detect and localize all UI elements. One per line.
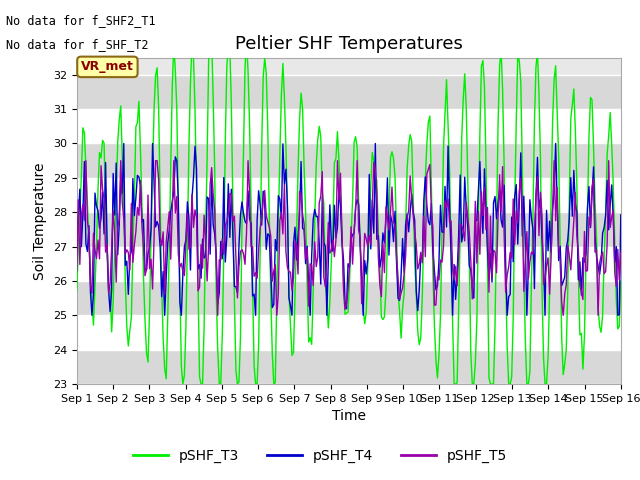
Bar [77, 281, 621, 315]
Line: pSHF_T3: pSHF_T3 [77, 40, 621, 384]
pSHF_T4 [617, 212, 625, 218]
pSHF_T3 [206, 37, 214, 43]
pSHF_T4 [238, 199, 246, 205]
pSHF_T5 [617, 250, 625, 255]
pSHF_T3 [140, 274, 147, 279]
Text: No data for f_SHF_T2: No data for f_SHF_T2 [6, 38, 149, 51]
pSHF_T3 [256, 248, 264, 253]
pSHF_T3 [617, 278, 625, 284]
pSHF_T5 [82, 158, 90, 164]
Text: No data for f_SHF2_T1: No data for f_SHF2_T1 [6, 14, 156, 27]
Y-axis label: Soil Temperature: Soil Temperature [33, 162, 47, 279]
pSHF_T3 [266, 211, 273, 216]
pSHF_T4 [256, 202, 264, 208]
pSHF_T4 [120, 141, 127, 146]
pSHF_T4 [589, 164, 597, 170]
pSHF_T3 [314, 137, 321, 143]
Bar [77, 75, 621, 109]
Line: pSHF_T4: pSHF_T4 [77, 144, 621, 315]
X-axis label: Time: Time [332, 409, 366, 423]
Bar [77, 144, 621, 178]
pSHF_T3 [179, 381, 187, 387]
pSHF_T4 [266, 232, 273, 238]
pSHF_T5 [589, 177, 597, 182]
pSHF_T5 [266, 224, 273, 230]
pSHF_T5 [238, 247, 246, 252]
Text: VR_met: VR_met [81, 60, 134, 73]
Bar [77, 109, 621, 144]
Bar [77, 212, 621, 247]
pSHF_T4 [143, 267, 150, 273]
Title: Peltier SHF Temperatures: Peltier SHF Temperatures [235, 35, 463, 53]
pSHF_T5 [256, 226, 264, 231]
pSHF_T5 [73, 268, 81, 274]
pSHF_T5 [141, 273, 149, 278]
pSHF_T4 [314, 214, 321, 219]
pSHF_T4 [73, 225, 81, 230]
pSHF_T5 [214, 312, 221, 318]
Line: pSHF_T5: pSHF_T5 [77, 161, 621, 315]
pSHF_T3 [589, 143, 597, 149]
Bar [77, 178, 621, 212]
pSHF_T4 [88, 312, 96, 318]
pSHF_T3 [238, 223, 246, 228]
Bar [77, 349, 621, 384]
pSHF_T5 [314, 254, 321, 260]
Legend: pSHF_T3, pSHF_T4, pSHF_T5: pSHF_T3, pSHF_T4, pSHF_T5 [127, 443, 513, 468]
pSHF_T3 [73, 288, 81, 294]
Bar [77, 247, 621, 281]
Bar [77, 315, 621, 349]
